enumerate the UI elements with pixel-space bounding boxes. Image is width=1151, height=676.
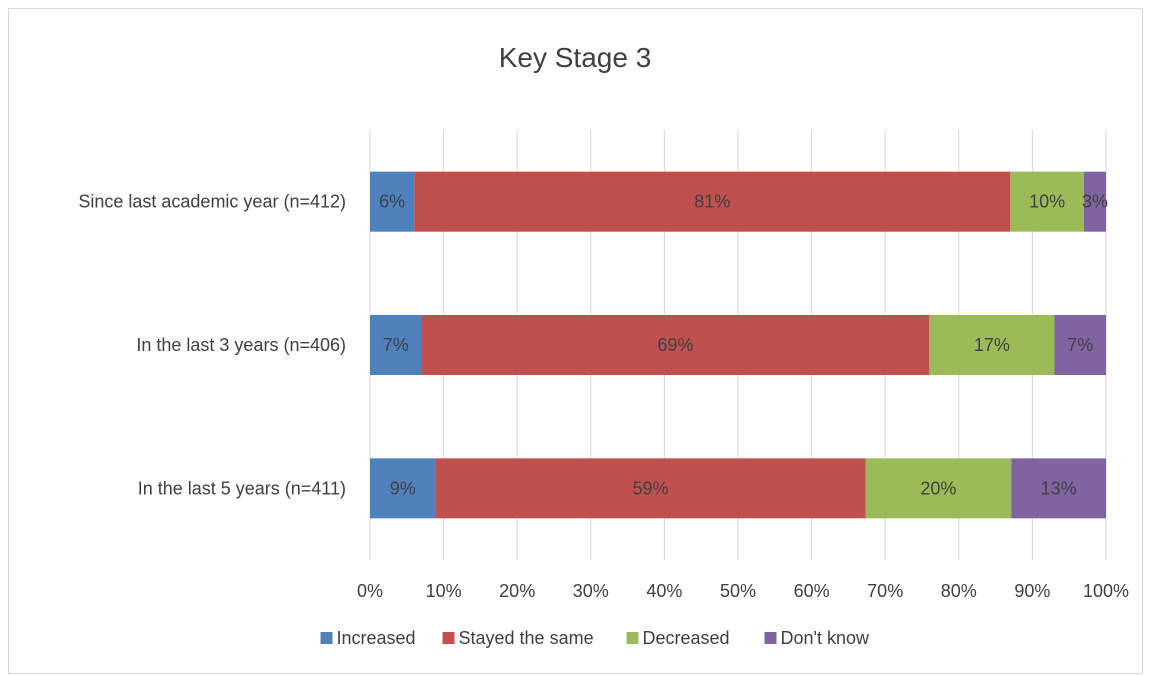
bar-decreased <box>865 458 1012 519</box>
data-label: 7% <box>1067 335 1093 355</box>
data-label: 7% <box>383 335 409 355</box>
x-tick-label: 60% <box>794 581 830 601</box>
data-label: 20% <box>920 478 956 498</box>
bar-stayed-the-same <box>414 171 1011 232</box>
data-label: 13% <box>1041 478 1077 498</box>
legend-swatch <box>442 632 455 644</box>
x-tick-label: 50% <box>720 581 756 601</box>
data-label: 59% <box>633 478 669 498</box>
legend-label: Stayed the same <box>459 628 594 648</box>
data-label: 17% <box>974 335 1010 355</box>
legend-swatch <box>320 632 333 644</box>
legend-label: Don't know <box>781 628 870 648</box>
data-label: 3% <box>1082 192 1108 212</box>
x-tick-label: 100% <box>1083 581 1129 601</box>
x-tick-label: 70% <box>867 581 903 601</box>
x-tick-label: 80% <box>941 581 977 601</box>
x-tick-label: 0% <box>357 581 383 601</box>
bar-decreased <box>1010 171 1084 232</box>
data-label: 81% <box>694 192 730 212</box>
bar-don-t-know <box>1083 171 1106 232</box>
legend-label: Decreased <box>643 628 730 648</box>
bar-increased <box>370 458 436 519</box>
bar-increased <box>370 171 415 232</box>
x-tick-label: 40% <box>646 581 682 601</box>
bar-don-t-know <box>1011 458 1106 519</box>
data-label: 69% <box>657 335 693 355</box>
category-label: Since last academic year (n=412) <box>78 192 346 212</box>
bar-increased <box>370 315 422 375</box>
x-tick-label: 90% <box>1014 581 1050 601</box>
x-tick-label: 30% <box>573 581 609 601</box>
bar-don-t-know <box>1054 315 1106 375</box>
bar-decreased <box>929 315 1055 375</box>
data-label: 10% <box>1029 192 1065 212</box>
chart-title: Key Stage 3 <box>499 42 652 73</box>
legend-swatch <box>626 632 639 644</box>
x-tick-label: 10% <box>426 581 462 601</box>
data-label: 9% <box>390 478 416 498</box>
legend-swatch <box>764 632 777 644</box>
bar-stayed-the-same <box>421 315 930 375</box>
x-tick-label: 20% <box>499 581 535 601</box>
category-label: In the last 3 years (n=406) <box>136 335 346 355</box>
legend-label: Increased <box>337 628 416 648</box>
category-label: In the last 5 years (n=411) <box>138 478 346 498</box>
bar-stayed-the-same <box>435 458 866 519</box>
data-label: 6% <box>379 192 405 212</box>
